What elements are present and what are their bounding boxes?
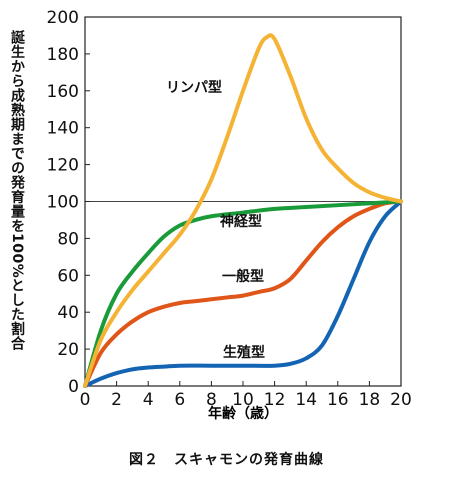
y-tick-label: 160 [47,82,79,102]
x-tick-label: 0 [80,390,91,410]
y-tick-label: 200 [47,8,79,28]
x-tick-label: 12 [264,390,286,410]
y-tick-label: 0 [68,377,79,397]
y-tick-label: 140 [47,119,79,139]
y-tick-label: 180 [47,45,79,65]
y-tick-label: 40 [57,303,79,323]
series-line-3 [83,199,403,388]
x-tick-label: 4 [143,390,154,410]
series-line-2 [83,199,403,388]
series-label-1: リンパ型 [166,79,222,96]
series-layer [83,33,403,388]
x-tick-label: 2 [111,390,122,410]
x-tick-label: 8 [206,390,217,410]
series-label-2: 神経型 [220,213,262,230]
x-tick-label: 10 [232,390,254,410]
series-label-3: 一般型 [222,268,264,285]
x-tick-label: 18 [359,390,381,410]
y-tick-label: 120 [47,156,79,176]
series-label-4: 生殖型 [223,344,265,361]
x-tick-label: 6 [174,390,185,410]
plot-frame [84,16,402,387]
y-tick-label: 20 [57,340,79,360]
x-tick-label: 14 [295,390,317,410]
figure-caption: 図２ スキャモンの発育曲線 [129,452,324,468]
x-tick-label: 16 [327,390,349,410]
series-line-1 [83,33,403,388]
x-tick-label: 20 [390,390,412,410]
series-line-4 [83,199,403,388]
x-axis-label: 年齢（歳） [208,405,278,422]
y-tick-label: 100 [47,193,79,213]
y-tick-label: 60 [57,266,79,286]
y-axis-label: 誕生から成熟期までの発育量を100%とした割合 [9,30,25,351]
y-tick-label: 80 [57,229,79,249]
